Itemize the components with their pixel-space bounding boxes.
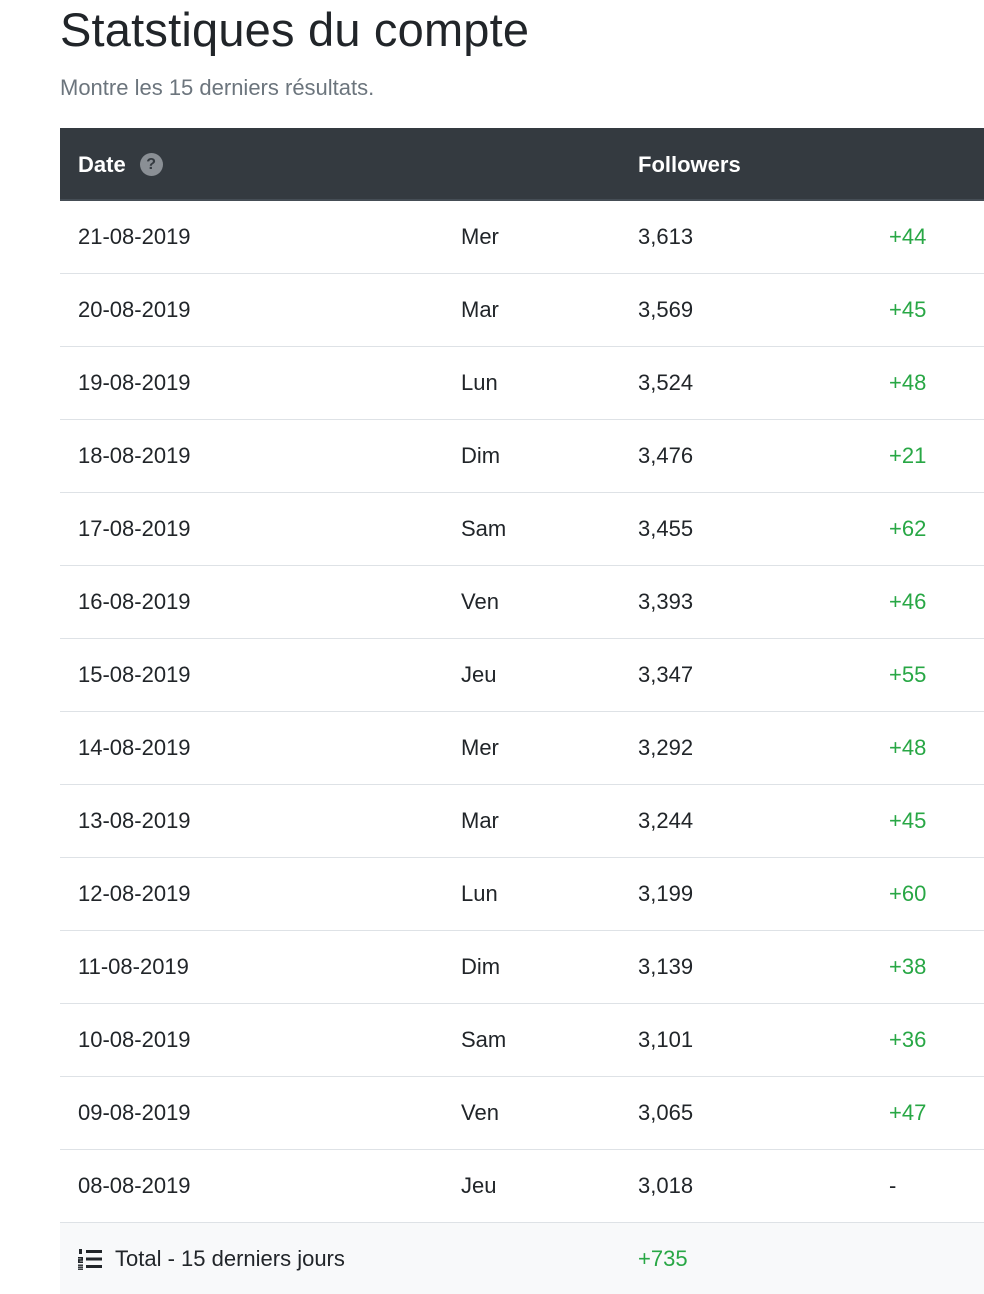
cell-day: Mar bbox=[461, 808, 499, 833]
column-header-followers[interactable]: Followers bbox=[638, 128, 741, 201]
column-header-followers-label: Followers bbox=[638, 151, 741, 177]
cell-date: 20-08-2019 bbox=[78, 297, 191, 322]
total-label-cell: Total - 15 derniers jours bbox=[78, 1223, 345, 1294]
table-row: 15-08-2019 Jeu 3,347 +55 bbox=[60, 639, 984, 712]
cell-change: - bbox=[889, 1173, 897, 1198]
cell-date: 08-08-2019 bbox=[78, 1173, 191, 1198]
cell-day: Jeu bbox=[461, 1173, 497, 1198]
cell-date: 10-08-2019 bbox=[78, 1027, 191, 1052]
total-value: +735 bbox=[638, 1246, 688, 1271]
table-body: 21-08-2019 Mer 3,613 +44 20-08-2019 Mar 3,569 +… bbox=[60, 201, 984, 1223]
list-ol-icon bbox=[78, 1249, 102, 1270]
table-row: 17-08-2019 Sam 3,455 +62 bbox=[60, 493, 984, 566]
page-subtitle: Montre les 15 derniers résultats. bbox=[60, 75, 375, 100]
cell-change: +60 bbox=[889, 881, 927, 906]
cell-change: +36 bbox=[889, 1027, 927, 1052]
cell-followers: 3,476 bbox=[638, 443, 694, 468]
question-circle-icon[interactable]: ? bbox=[139, 153, 163, 176]
cell-day: Mar bbox=[461, 297, 499, 322]
cell-change: +44 bbox=[889, 224, 927, 249]
cell-followers: 3,613 bbox=[638, 224, 694, 249]
cell-date: 21-08-2019 bbox=[78, 224, 191, 249]
table-row: 09-08-2019 Ven 3,065 +47 bbox=[60, 1077, 984, 1150]
table-row: 12-08-2019 Lun 3,199 +60 bbox=[60, 858, 984, 931]
cell-date: 16-08-2019 bbox=[78, 589, 191, 614]
cell-day: Ven bbox=[461, 1100, 499, 1125]
cell-day: Sam bbox=[461, 516, 507, 541]
page-title: Statstiques du compte bbox=[60, 3, 530, 56]
cell-followers: 3,199 bbox=[638, 881, 694, 906]
cell-change: +21 bbox=[889, 443, 927, 468]
table-row: 08-08-2019 Jeu 3,018 - bbox=[60, 1150, 984, 1223]
cell-change: +47 bbox=[889, 1100, 927, 1125]
cell-change: +46 bbox=[889, 589, 927, 614]
cell-followers: 3,569 bbox=[638, 297, 694, 322]
cell-date: 13-08-2019 bbox=[78, 808, 191, 833]
cell-change: +62 bbox=[889, 516, 927, 541]
cell-day: Mer bbox=[461, 735, 499, 760]
cell-followers: 3,101 bbox=[638, 1027, 694, 1052]
cell-date: 15-08-2019 bbox=[78, 662, 191, 687]
table-row: 21-08-2019 Mer 3,613 +44 bbox=[60, 201, 984, 274]
cell-date: 19-08-2019 bbox=[78, 370, 191, 395]
column-header-date[interactable]: Date ? bbox=[78, 128, 163, 201]
cell-change: +45 bbox=[889, 297, 927, 322]
table-total-row: Total - 15 derniers jours +735 bbox=[60, 1223, 984, 1294]
table-header: Date ? Followers bbox=[60, 128, 984, 201]
cell-change: +48 bbox=[889, 735, 927, 760]
cell-followers: 3,455 bbox=[638, 516, 694, 541]
cell-followers: 3,347 bbox=[638, 662, 694, 687]
cell-date: 09-08-2019 bbox=[78, 1100, 191, 1125]
cell-day: Jeu bbox=[461, 662, 497, 687]
table-row: 13-08-2019 Mar 3,244 +45 bbox=[60, 785, 984, 858]
cell-day: Lun bbox=[461, 881, 498, 906]
cell-day: Sam bbox=[461, 1027, 507, 1052]
stats-table: Date ? Followers 21-08-2019 Mer 3,613 +44 20… bbox=[60, 128, 984, 1294]
cell-date: 14-08-2019 bbox=[78, 735, 191, 760]
cell-day: Dim bbox=[461, 954, 501, 979]
table-row: 20-08-2019 Mar 3,569 +45 bbox=[60, 274, 984, 347]
table-row: 10-08-2019 Sam 3,101 +36 bbox=[60, 1004, 984, 1077]
table-row: 18-08-2019 Dim 3,476 +21 bbox=[60, 420, 984, 493]
cell-followers: 3,292 bbox=[638, 735, 694, 760]
cell-day: Ven bbox=[461, 589, 499, 614]
cell-followers: 3,393 bbox=[638, 589, 694, 614]
cell-day: Lun bbox=[461, 370, 498, 395]
cell-date: 11-08-2019 bbox=[78, 954, 189, 979]
table-row: 19-08-2019 Lun 3,524 +48 bbox=[60, 347, 984, 420]
cell-change: +48 bbox=[889, 370, 927, 395]
column-header-date-label: Date bbox=[78, 151, 126, 177]
total-label: Total - 15 derniers jours bbox=[115, 1246, 345, 1271]
table-row: 11-08-2019 Dim 3,139 +38 bbox=[60, 931, 984, 1004]
table-row: 16-08-2019 Ven 3,393 +46 bbox=[60, 566, 984, 639]
cell-date: 12-08-2019 bbox=[78, 881, 191, 906]
cell-change: +38 bbox=[889, 954, 927, 979]
cell-date: 18-08-2019 bbox=[78, 443, 191, 468]
cell-day: Dim bbox=[461, 443, 501, 468]
cell-change: +55 bbox=[889, 662, 927, 687]
cell-followers: 3,244 bbox=[638, 808, 694, 833]
table-row: 14-08-2019 Mer 3,292 +48 bbox=[60, 712, 984, 785]
cell-followers: 3,065 bbox=[638, 1100, 694, 1125]
cell-followers: 3,524 bbox=[638, 370, 694, 395]
cell-day: Mer bbox=[461, 224, 499, 249]
cell-followers: 3,139 bbox=[638, 954, 694, 979]
cell-change: +45 bbox=[889, 808, 927, 833]
cell-followers: 3,018 bbox=[638, 1173, 694, 1198]
cell-date: 17-08-2019 bbox=[78, 516, 191, 541]
